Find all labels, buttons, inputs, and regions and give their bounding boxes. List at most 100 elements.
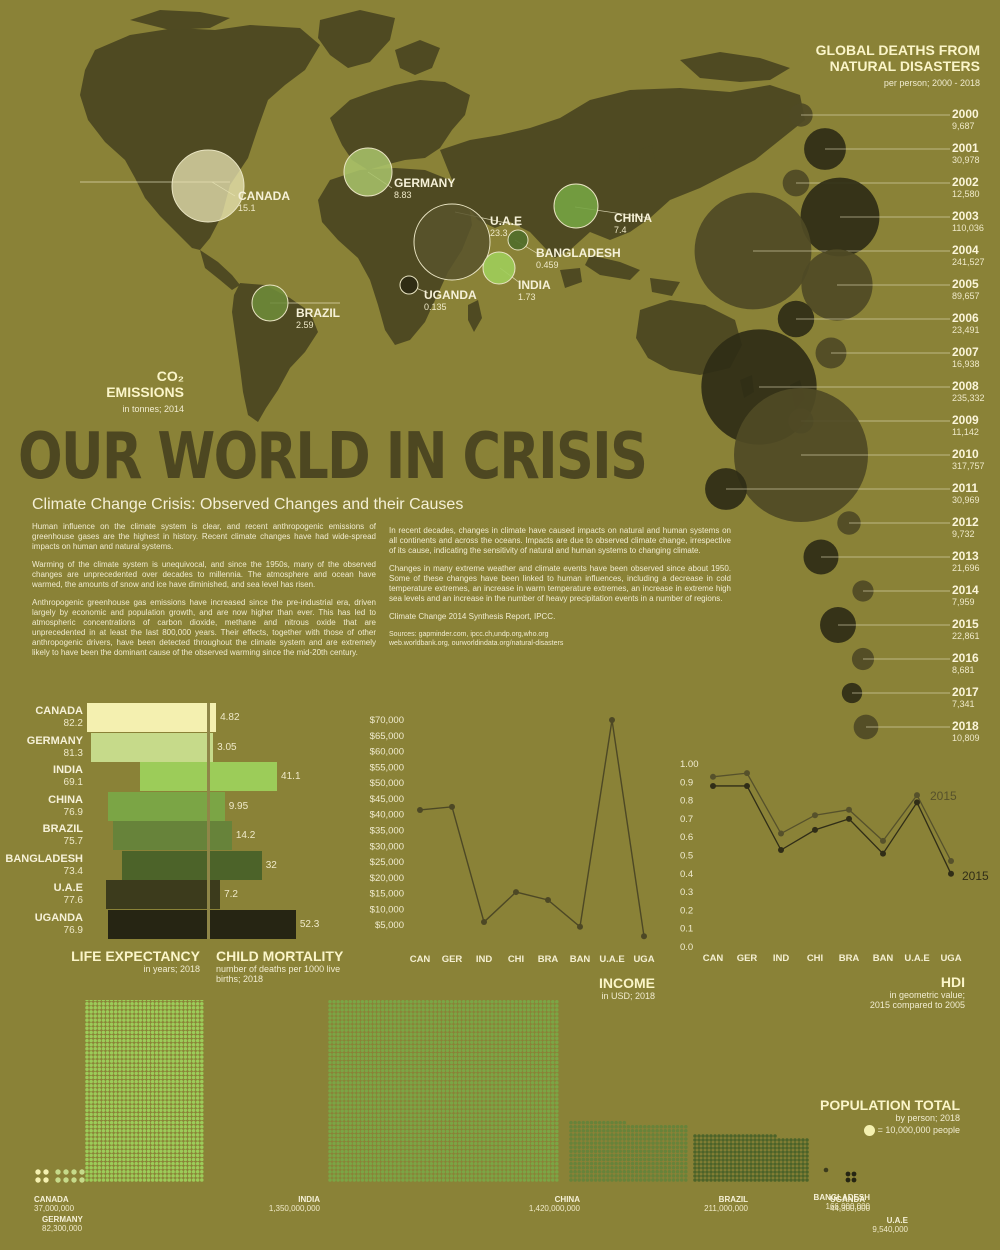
population-dot [348,1077,352,1081]
population-dot [348,1174,352,1178]
population-dot [134,1022,138,1026]
population-dot [405,1170,409,1174]
population-dot [93,1063,97,1067]
population-dot [397,1149,401,1154]
population-dot [122,1104,126,1108]
population-dot [101,1018,106,1022]
population-dot [89,1145,93,1149]
population-dot [546,1133,551,1138]
population-dot [526,1060,531,1065]
population-dot [518,1048,523,1053]
life-country-label: UGANDA [34,911,83,924]
population-dot [526,1048,531,1053]
population-dot [417,1137,421,1142]
population-dot [429,1044,433,1049]
population-dot [453,1093,458,1097]
population-dot [470,1068,474,1073]
population-dot [506,1145,510,1150]
population-dot [43,1177,49,1183]
population-dot [384,1125,389,1130]
population-dot [449,1060,454,1065]
population-dot [470,1129,474,1134]
population-dot [348,1109,352,1113]
population-dot [175,1149,179,1154]
population-dot [470,1064,474,1069]
population-dot [171,1018,175,1022]
population-dot [433,1089,438,1093]
population-dot [85,1178,89,1182]
population-dot [417,1072,421,1077]
population-dot [163,1120,167,1125]
population-dot [146,1010,151,1014]
population-dot [478,1077,482,1081]
population-dot [401,1040,405,1045]
population-dot [105,1088,110,1092]
population-dot [437,1117,442,1121]
population-dot [89,1100,93,1104]
population-dot [429,1077,433,1081]
population-dot [555,1129,559,1134]
population-dot [393,1068,397,1073]
population-dot [179,1092,184,1096]
population-dot [478,1105,482,1109]
population-dot [486,1174,490,1178]
population-dot [191,1104,196,1108]
population-dot [372,1170,377,1174]
population-dot [384,1129,389,1134]
population-dot [167,1047,171,1051]
population-dot [530,1166,535,1170]
population-dot [482,1170,486,1174]
population-dot [360,1109,365,1113]
population-dot [405,1077,409,1081]
population-dot [163,1133,167,1137]
population-dot [437,1125,442,1130]
population-dot [457,1081,462,1085]
population-dot [109,1100,114,1104]
population-dot [502,1162,506,1166]
population-dot [113,1170,118,1174]
population-dot [159,1178,163,1182]
population-dot [142,1075,147,1080]
population-dot [538,1081,543,1085]
population-dot [163,1100,167,1104]
population-dot [97,1092,102,1096]
population-dot [171,1096,175,1100]
population-dot [122,1071,126,1076]
population-dot [200,1055,204,1059]
population-dot [498,1101,502,1105]
population-dot [433,1178,438,1182]
population-dot [159,1022,163,1026]
population-dot [368,1085,373,1089]
population-dot [376,1052,381,1057]
population-dot [113,1157,118,1162]
population-dot [105,1137,110,1141]
population-dot [490,1060,494,1065]
population-dot [461,1064,466,1069]
population-dot [478,1125,482,1130]
population-dot [134,1178,138,1182]
population-dot [514,1081,519,1085]
population-dot [200,1079,204,1084]
population-dot [486,1162,490,1166]
population-dot [510,1105,514,1109]
population-dot [534,1166,539,1170]
population-dot [340,1101,344,1105]
population-dot [409,1121,413,1126]
population-dot [348,1048,352,1053]
population-dot [453,1036,458,1040]
population-dot [421,1101,425,1105]
population-dot [187,1104,192,1108]
population-dot [445,1113,450,1117]
population-dot [97,1038,102,1043]
population-dot [542,1072,547,1077]
population-dot [461,1137,466,1142]
population-dot [530,1105,535,1109]
population-dot [494,1113,498,1117]
population-dot [506,1077,510,1081]
population-dot [93,1059,97,1063]
population-dot [134,1165,138,1170]
population-dot [376,1149,381,1154]
population-dot [498,1113,502,1117]
population-dot [163,1108,167,1113]
population-dot [93,1001,97,1006]
